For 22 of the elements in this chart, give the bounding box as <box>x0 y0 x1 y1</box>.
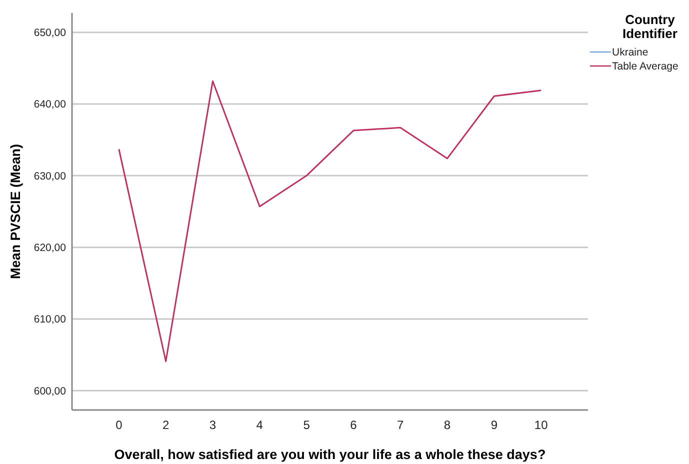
x-tick-label: 0 <box>116 418 123 432</box>
y-tick-label: 610,00 <box>34 314 66 326</box>
x-tick-label: 10 <box>534 418 548 432</box>
x-tick-label: 3 <box>209 418 216 432</box>
x-tick-label: 8 <box>444 418 451 432</box>
x-tick-label: 5 <box>303 418 310 432</box>
y-axis-title: Mean PVSCIE (Mean) <box>8 144 23 280</box>
x-tick-label: 2 <box>162 418 170 432</box>
legend-title: Country Identifier <box>622 12 678 41</box>
x-tick-label: 7 <box>397 418 404 432</box>
y-tick-label: 600,00 <box>34 385 66 398</box>
legend-label: Table Average <box>612 60 679 73</box>
y-tick-label: 620,00 <box>34 242 66 254</box>
y-tick-label: 630,00 <box>34 170 66 182</box>
legend-label: Ukraine <box>612 46 648 59</box>
x-axis-title: Overall, how satisfied are you with your life as a whole these days? <box>114 447 546 462</box>
x-tick-label: 6 <box>350 418 358 432</box>
x-tick-label: 9 <box>490 418 498 432</box>
x-tick-label: 4 <box>256 418 264 432</box>
y-tick-label: 650,00 <box>34 27 66 40</box>
line-series <box>118 80 542 362</box>
y-tick-label: 640,00 <box>34 98 66 111</box>
